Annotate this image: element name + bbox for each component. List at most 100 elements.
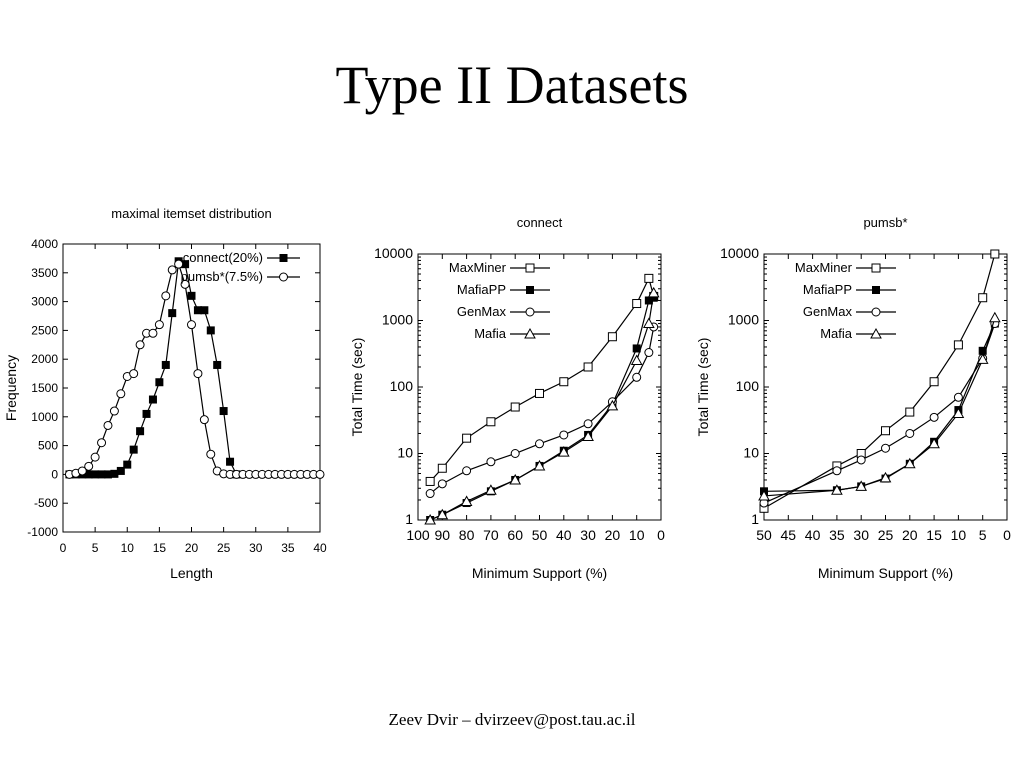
y-tick-label: 10: [743, 445, 759, 461]
series-mafiapp: [760, 319, 999, 496]
data-point: [644, 273, 654, 283]
x-tick-label: 35: [281, 541, 295, 555]
y-tick-label: 1000: [728, 312, 759, 328]
data-point: [315, 469, 325, 479]
data-point: [187, 291, 196, 300]
legend-label: pumsb*(7.5%): [181, 269, 263, 284]
x-axis-label: Minimum Support (%): [472, 565, 607, 581]
y-axis-label: Total Time (sec): [695, 338, 711, 437]
series-maxminer: [759, 249, 1000, 513]
legend-marker: [279, 272, 288, 282]
series-mafia: [424, 286, 660, 525]
data-point: [462, 466, 472, 476]
footer-author: Zeev Dvir – dvirzeev@post.tau.ac.il: [388, 710, 636, 729]
x-tick-label: 30: [249, 541, 263, 555]
x-tick-label: 20: [185, 541, 199, 555]
data-point: [978, 293, 988, 303]
data-point: [559, 430, 569, 440]
data-point: [90, 452, 100, 462]
data-point: [644, 348, 654, 358]
data-point: [206, 449, 216, 459]
chart-title: maximal itemset distribution: [111, 206, 271, 221]
y-tick-label: 1000: [31, 410, 58, 424]
y-tick-label: 10000: [720, 245, 759, 261]
y-tick-label: -500: [34, 496, 58, 510]
data-point: [103, 470, 112, 479]
legend-label: Mafia: [474, 326, 507, 341]
x-axis-label: Minimum Support (%): [818, 565, 953, 581]
legend-marker: [525, 263, 535, 273]
x-tick-label: 5: [979, 527, 987, 543]
data-point: [77, 466, 87, 476]
x-tick-label: 0: [1003, 527, 1011, 543]
x-tick-label: 70: [483, 527, 499, 543]
data-point: [905, 428, 915, 438]
series-line: [429, 297, 655, 521]
data-point: [486, 457, 496, 467]
x-tick-label: 10: [121, 541, 135, 555]
data-point: [976, 353, 989, 364]
series-mafia: [758, 311, 1001, 501]
data-point: [990, 249, 1000, 259]
data-point: [929, 377, 939, 387]
data-point: [154, 320, 164, 330]
data-point: [425, 489, 435, 499]
data-point: [583, 362, 593, 372]
x-tick-label: 100: [406, 527, 430, 543]
x-tick-label: 50: [756, 527, 772, 543]
data-point: [193, 369, 203, 379]
legend-marker: [524, 327, 536, 339]
legend-label: GenMax: [457, 304, 507, 319]
x-tick-label: 40: [313, 541, 327, 555]
data-point: [425, 476, 435, 486]
series-line: [69, 260, 238, 475]
data-point: [462, 433, 472, 443]
data-point: [879, 471, 892, 483]
data-point: [632, 344, 641, 353]
y-tick-label: 1500: [31, 381, 58, 395]
x-tick-label: 40: [805, 527, 821, 543]
legend-marker: [870, 327, 882, 339]
data-point: [486, 417, 496, 427]
data-point: [155, 378, 164, 387]
x-tick-label: 30: [580, 527, 596, 543]
data-point: [168, 309, 177, 318]
x-tick-label: 25: [878, 527, 894, 543]
data-point: [437, 479, 447, 489]
data-point: [161, 291, 171, 301]
data-point: [84, 461, 94, 471]
data-point: [953, 392, 963, 402]
x-tick-label: 30: [853, 527, 869, 543]
series-genmax: [759, 319, 1000, 508]
chart-title: connect: [517, 215, 563, 230]
data-point: [632, 372, 642, 382]
y-tick-label: 0: [51, 467, 58, 481]
data-point: [180, 279, 190, 289]
y-tick-label: 1: [405, 511, 413, 527]
data-point: [167, 265, 177, 275]
x-tick-label: 20: [605, 527, 621, 543]
data-point: [200, 306, 209, 315]
data-point: [510, 449, 520, 458]
legend-label: MaxMiner: [795, 260, 853, 275]
y-tick-label: 1: [751, 511, 759, 527]
x-tick-label: 90: [435, 527, 451, 543]
data-point: [881, 426, 890, 436]
data-point: [953, 340, 963, 350]
data-point: [460, 495, 473, 506]
x-tick-label: 35: [829, 527, 845, 543]
data-point: [148, 328, 158, 338]
y-tick-label: 1000: [382, 312, 413, 328]
y-tick-label: 10: [397, 445, 413, 461]
y-tick-label: 3500: [31, 266, 58, 280]
data-point: [97, 470, 106, 479]
data-point: [632, 299, 642, 309]
data-point: [199, 415, 209, 425]
data-point: [989, 311, 1001, 323]
data-point: [161, 360, 170, 369]
data-point: [116, 466, 125, 475]
data-point: [647, 286, 660, 298]
data-point: [929, 412, 939, 422]
data-point: [181, 260, 190, 269]
